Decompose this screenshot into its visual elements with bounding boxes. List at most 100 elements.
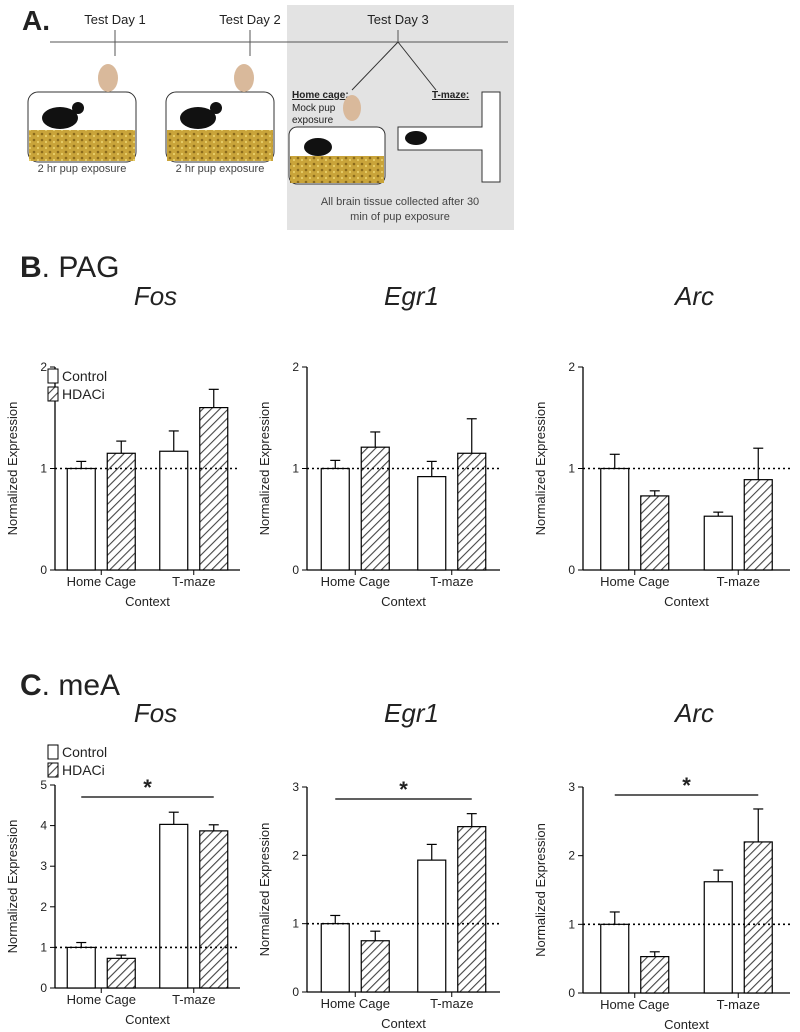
y-tick-label: 1 [40,462,47,476]
panel-letter: B [20,251,42,284]
legend-swatch [47,744,59,760]
panel-name: . PAG [42,251,120,284]
y-tick-label: 0 [568,986,575,1000]
x-tick-label: Home Cage [67,574,136,589]
chart-title: Egr1 [384,281,439,311]
y-tick-label: 2 [292,360,299,374]
bar [159,450,189,571]
legend-swatch [47,368,59,384]
panel-label: C. meA [20,669,120,702]
x-axis-label: Context [664,1017,709,1032]
bar [66,467,96,571]
panel-label: B. PAG [20,251,119,284]
y-tick-label: 2 [40,360,47,374]
bar [320,467,350,571]
legend-label: HDACi [62,762,105,778]
y-tick-label: 2 [292,848,299,862]
cage [288,126,386,185]
exposure-label: 2 hr pup exposure [38,163,127,175]
day-label: Test Day 3 [367,12,428,27]
cage [27,64,137,163]
bar [457,452,487,571]
y-tick-label: 2 [40,900,47,914]
y-tick-label: 0 [292,563,299,577]
y-tick-label: 1 [292,462,299,476]
significance-star: * [143,775,152,800]
y-tick-label: 2 [568,360,575,374]
x-tick-label: T-maze [430,574,473,589]
bar [360,940,390,993]
bar [640,495,670,571]
x-tick-label: T-maze [172,992,215,1007]
mock-label: Mock pup [292,103,336,114]
y-tick-label: 1 [40,940,47,954]
y-axis-label: Normalized Expression [533,823,548,957]
x-tick-label: Home Cage [67,992,136,1007]
y-tick-label: 1 [568,462,575,476]
legend-swatch [47,762,59,778]
y-tick-label: 3 [40,859,47,873]
y-axis-label: Normalized Expression [533,402,548,536]
x-axis-label: Context [125,1012,170,1027]
cage [165,64,275,163]
bar [640,956,670,994]
x-tick-label: Home Cage [600,574,669,589]
tmaze [397,91,501,183]
chart-title: Arc [673,698,714,728]
panel-a: A. Test Day 1 Test Day 2 Test Day 3 2 hr… [22,5,514,230]
panel-letter: A. [22,5,50,36]
x-tick-label: Home Cage [600,997,669,1012]
panel-name: . meA [42,669,120,702]
bar [320,923,350,993]
y-tick-label: 1 [292,917,299,931]
chart-title: Fos [134,281,177,311]
x-tick-label: Home Cage [321,574,390,589]
collected-label: All brain tissue collected after 30 [321,196,479,208]
bar [743,479,773,571]
legend-swatch [47,386,59,402]
y-tick-label: 0 [292,985,299,999]
y-tick-label: 0 [40,981,47,995]
collected-label: min of pup exposure [350,211,450,223]
y-tick-label: 2 [568,849,575,863]
bar [417,476,447,571]
exposure-label: 2 hr pup exposure [176,163,265,175]
chart-title: Arc [673,281,714,311]
day-label: Test Day 1 [84,12,145,27]
y-axis-label: Normalized Expression [5,402,20,536]
y-tick-label: 1 [568,917,575,931]
legend-label: Control [62,744,107,760]
y-tick-label: 0 [568,563,575,577]
x-tick-label: Home Cage [321,996,390,1011]
y-tick-label: 3 [568,780,575,794]
y-axis-label: Normalized Expression [257,402,272,536]
legend-label: Control [62,368,107,384]
x-tick-label: T-maze [717,574,760,589]
bar [703,881,733,994]
significance-star: * [682,773,691,798]
bar [106,957,136,989]
arrow [351,41,399,91]
bar [457,826,487,993]
bar [360,446,390,571]
bar [703,515,733,571]
day-label: Test Day 2 [219,12,280,27]
y-tick-label: 5 [40,778,47,792]
arrow [397,41,437,91]
bar [159,823,189,989]
y-axis-label: Normalized Expression [257,823,272,957]
significance-star: * [399,777,408,802]
x-axis-label: Context [664,594,709,609]
bar [66,946,96,989]
bar [199,407,229,571]
x-tick-label: T-maze [172,574,215,589]
chart-title: Egr1 [384,698,439,728]
mock-label: exposure [292,115,334,126]
y-axis-label: Normalized Expression [5,820,20,954]
panel-letter: C [20,669,42,702]
x-tick-label: T-maze [717,997,760,1012]
bar [743,841,773,994]
legend-label: HDACi [62,386,105,402]
bar [199,830,229,989]
